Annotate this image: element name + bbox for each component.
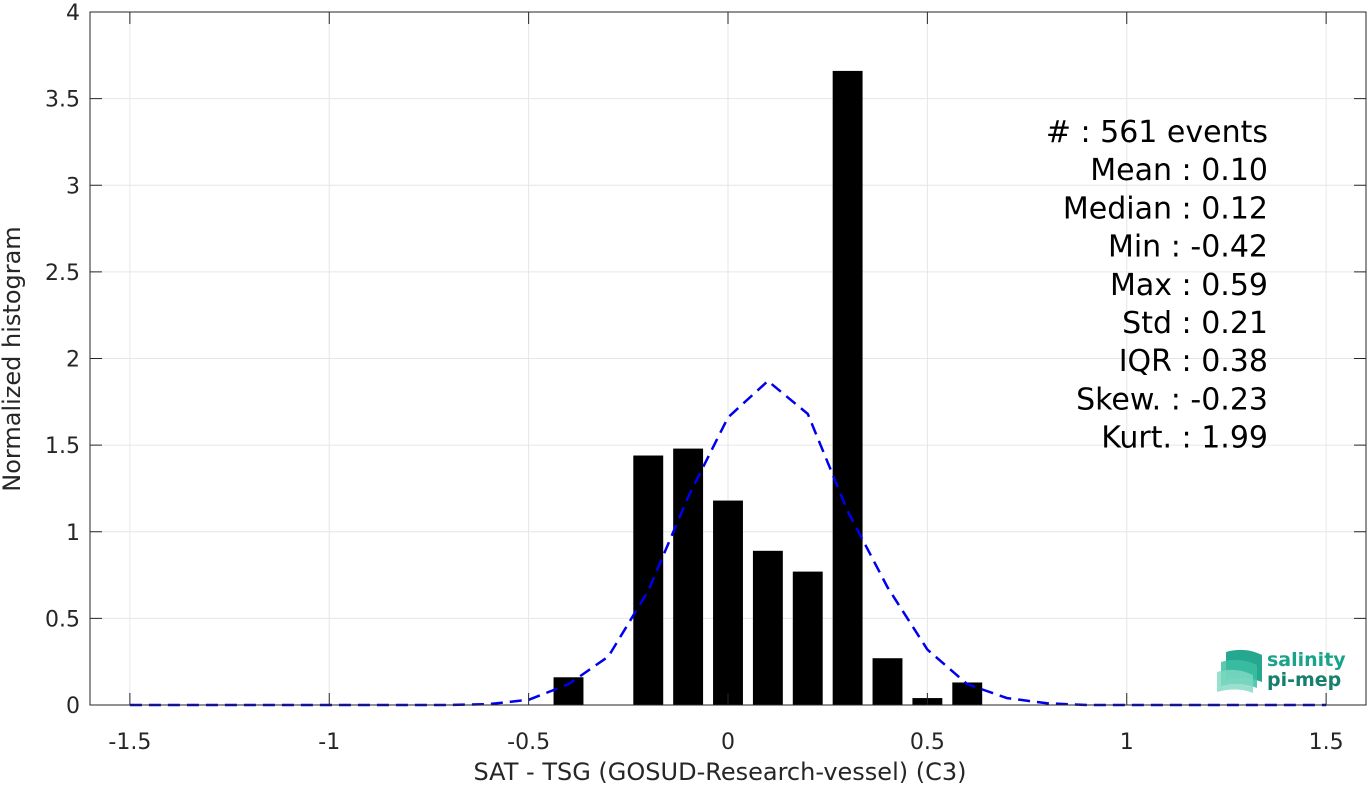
histogram-bar-6 bbox=[832, 70, 863, 705]
logo-text-line1: salinity bbox=[1267, 649, 1346, 671]
histogram-bar-2 bbox=[673, 448, 704, 705]
y-tick-label: 2 bbox=[66, 348, 80, 373]
y-tick-label: 0 bbox=[66, 694, 80, 719]
stats-line: Max : 0.59 bbox=[1110, 268, 1268, 303]
y-tick-label: 0.5 bbox=[45, 607, 80, 632]
x-tick-label: -0.5 bbox=[507, 730, 550, 755]
histogram-bar-5 bbox=[792, 571, 823, 705]
axes-layer bbox=[89, 11, 1367, 706]
x-tick-label: 0.5 bbox=[910, 730, 945, 755]
x-axis-label: SAT - TSG (GOSUD-Research-vessel) (C3) bbox=[474, 758, 967, 785]
y-tick-label: 4 bbox=[66, 1, 80, 26]
x-tick-label: 1.5 bbox=[1309, 730, 1344, 755]
y-tick-label: 3.5 bbox=[45, 88, 80, 113]
histogram-bar-4 bbox=[752, 550, 783, 705]
histogram-bar-1 bbox=[633, 455, 664, 705]
histogram-bar-0 bbox=[553, 677, 584, 705]
y-tick-label: 1.5 bbox=[45, 434, 80, 459]
y-tick-label: 3 bbox=[66, 174, 80, 199]
x-tick-label: 0 bbox=[721, 730, 735, 755]
stats-line: Kurt. : 1.99 bbox=[1101, 421, 1268, 456]
stats-line: Skew. : -0.23 bbox=[1076, 382, 1268, 417]
stats-line: Median : 0.12 bbox=[1063, 191, 1268, 226]
logo-icon bbox=[1217, 649, 1262, 693]
stats-line: Mean : 0.10 bbox=[1090, 153, 1268, 188]
y-tick-label: 2.5 bbox=[45, 261, 80, 286]
tick-label-layer: -1.5 -1 -0.5 0 0.5 1 1.5 0 0.5 1 1.5 2 2.5 3 3.5 4 bbox=[45, 1, 1344, 755]
grid-layer bbox=[90, 11, 1366, 706]
bar-layer bbox=[553, 70, 983, 705]
histogram-bar-3 bbox=[713, 500, 743, 705]
x-tick-label: -1 bbox=[318, 730, 340, 755]
salinity-pimep-logo: salinity pi-mep bbox=[1217, 649, 1346, 693]
stats-line: # : 561 events bbox=[1046, 115, 1268, 150]
y-axis-label: Normalized histogram bbox=[0, 226, 26, 491]
histogram-bar-9 bbox=[952, 682, 983, 705]
x-tick-label: -1.5 bbox=[108, 730, 151, 755]
stats-line: Min : -0.42 bbox=[1108, 230, 1268, 265]
y-tick-label: 1 bbox=[66, 521, 80, 546]
histogram-bar-7 bbox=[872, 658, 903, 705]
stats-line: IQR : 0.38 bbox=[1119, 344, 1268, 379]
logo-text-line2: pi-mep bbox=[1267, 669, 1341, 691]
stats-line: Std : 0.21 bbox=[1122, 306, 1268, 341]
x-tick-label: 1 bbox=[1120, 730, 1134, 755]
